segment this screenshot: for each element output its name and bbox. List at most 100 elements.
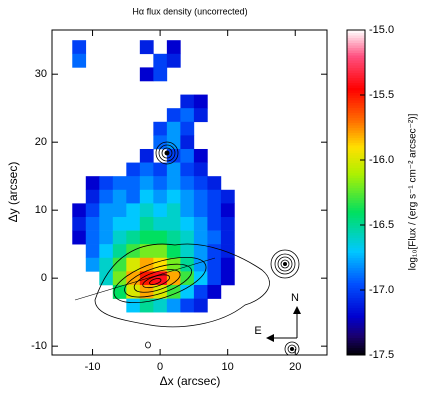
- north-label: N: [291, 292, 299, 304]
- cell: [126, 217, 140, 231]
- cell: [153, 67, 167, 81]
- cell: [180, 176, 194, 190]
- cell: [99, 231, 113, 245]
- cell: [99, 203, 113, 217]
- cell: [167, 163, 181, 177]
- cell: [167, 244, 181, 258]
- cell: [194, 285, 208, 299]
- y-axis-label: Δy (arcsec): [6, 162, 20, 223]
- cell: [180, 108, 194, 122]
- cell: [167, 203, 181, 217]
- cell: [194, 163, 208, 177]
- cell: [153, 122, 167, 136]
- cell: [72, 217, 86, 231]
- cell: [153, 299, 167, 313]
- cell: [180, 231, 194, 245]
- cell: [153, 163, 167, 177]
- cell: [167, 231, 181, 245]
- colorbar-tick-label: -16.5: [369, 219, 394, 231]
- cell: [86, 244, 100, 258]
- cell: [126, 299, 140, 313]
- cell: [194, 244, 208, 258]
- cell: [153, 217, 167, 231]
- cell: [99, 190, 113, 204]
- cell: [180, 244, 194, 258]
- cell: [126, 190, 140, 204]
- cell: [180, 190, 194, 204]
- cell: [86, 231, 100, 245]
- cell: [194, 231, 208, 245]
- cell: [167, 176, 181, 190]
- east-label: E: [254, 325, 261, 337]
- cell: [207, 217, 221, 231]
- contour: [146, 342, 151, 348]
- cell: [194, 299, 208, 313]
- cell: [180, 203, 194, 217]
- cell: [72, 54, 86, 68]
- cell: [194, 203, 208, 217]
- cell: [194, 95, 208, 109]
- cell: [180, 299, 194, 313]
- colorbar-tick-label: -15.0: [369, 24, 394, 36]
- cell: [167, 40, 181, 54]
- cell: [153, 54, 167, 68]
- cell: [72, 203, 86, 217]
- cell: [99, 176, 113, 190]
- cell: [140, 176, 154, 190]
- cell: [140, 258, 154, 272]
- cell: [207, 271, 221, 285]
- x-tick-label: -10: [85, 361, 101, 373]
- cell: [86, 176, 100, 190]
- cell: [194, 217, 208, 231]
- compass: N E: [254, 292, 301, 342]
- arrow-head: [266, 334, 274, 342]
- cell: [180, 135, 194, 149]
- chart-title: Hα flux density (uncorrected): [132, 6, 247, 16]
- y-tick-label: 20: [35, 136, 47, 148]
- cell: [86, 217, 100, 231]
- cell: [167, 217, 181, 231]
- cell: [140, 40, 154, 54]
- cell: [99, 244, 113, 258]
- star: [285, 342, 299, 356]
- cell: [194, 190, 208, 204]
- cell: [180, 149, 194, 163]
- cell: [167, 54, 181, 68]
- cell: [126, 244, 140, 258]
- cell: [167, 108, 181, 122]
- cell: [113, 271, 127, 285]
- cell: [153, 203, 167, 217]
- cell: [113, 231, 127, 245]
- cell: [221, 217, 235, 231]
- cell: [140, 190, 154, 204]
- cell: [167, 190, 181, 204]
- cell: [221, 244, 235, 258]
- colorbar-tick-label: -17.5: [369, 349, 394, 361]
- cell: [180, 285, 194, 299]
- cell: [140, 244, 154, 258]
- colorbar: [347, 30, 365, 356]
- cell: [113, 203, 127, 217]
- cell: [99, 217, 113, 231]
- cell: [207, 231, 221, 245]
- cell: [113, 217, 127, 231]
- cell: [153, 190, 167, 204]
- cell: [180, 163, 194, 177]
- cell: [153, 244, 167, 258]
- x-tick-label: 20: [289, 361, 301, 373]
- cell: [194, 149, 208, 163]
- cell: [99, 258, 113, 272]
- cell: [113, 176, 127, 190]
- cell: [207, 285, 221, 299]
- cell: [126, 163, 140, 177]
- cell: [207, 190, 221, 204]
- cell: [221, 231, 235, 245]
- cell: [180, 95, 194, 109]
- x-axis-label: Δx (arcsec): [160, 374, 221, 388]
- heatmap: [72, 40, 234, 312]
- cell: [207, 176, 221, 190]
- y-tick-label: 0: [41, 272, 47, 284]
- cell: [113, 190, 127, 204]
- cell: [72, 40, 86, 54]
